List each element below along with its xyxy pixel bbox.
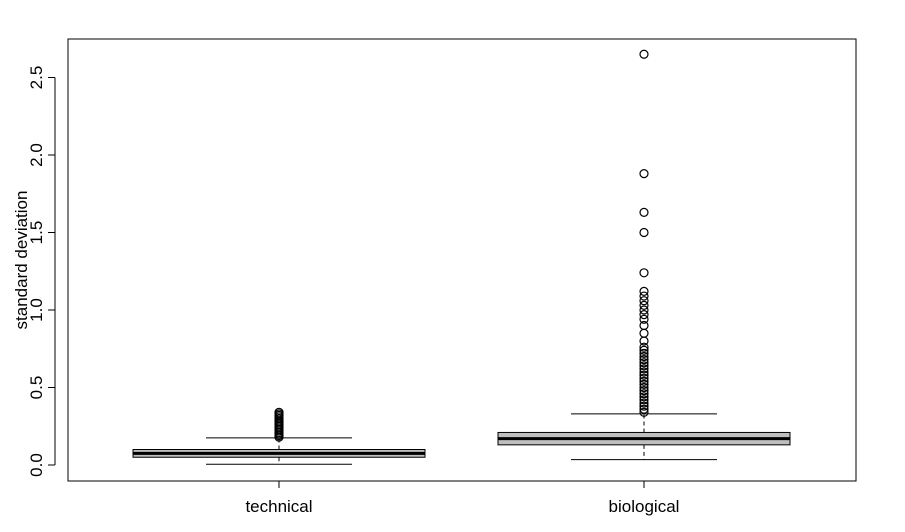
- outlier-point: [639, 376, 649, 386]
- y-tick-label: 1.0: [27, 298, 46, 322]
- x-axis: technical biological: [245, 480, 680, 516]
- outlier-point: [639, 404, 649, 414]
- outlier-point: [639, 305, 649, 315]
- outlier-point: [639, 348, 649, 358]
- boxes-layer: [132, 49, 791, 465]
- y-tick-label: 2.5: [27, 66, 46, 90]
- outlier-point: [639, 389, 649, 399]
- outlier-point: [639, 342, 649, 352]
- outlier-point: [639, 386, 649, 396]
- y-tick-label: 2.0: [27, 143, 46, 167]
- outlier-point: [639, 291, 649, 301]
- outlier-point: [639, 392, 649, 402]
- outlier-point: [639, 379, 649, 389]
- outlier-point: [639, 401, 649, 411]
- outlier-point: [639, 268, 649, 278]
- plot-frame: [67, 38, 857, 482]
- outlier-point: [639, 358, 649, 368]
- outlier-point: [639, 370, 649, 380]
- outlier-point: [639, 373, 649, 383]
- outlier-point: [639, 300, 649, 310]
- y-axis: 0.0 0.5 1.0 1.5 2.0 2.5: [27, 66, 56, 477]
- outlier-point: [639, 310, 649, 320]
- outlier-point: [639, 398, 649, 408]
- outlier-point: [639, 345, 649, 355]
- outlier-point: [639, 296, 649, 306]
- outlier-point: [639, 364, 649, 374]
- outlier-point: [639, 355, 649, 365]
- box-biological: [497, 49, 791, 461]
- outlier-point: [639, 382, 649, 393]
- y-axis-label: standard deviation: [12, 191, 31, 330]
- outlier-point: [639, 286, 649, 296]
- outlier-point: [639, 367, 649, 377]
- x-tick-label-biological: biological: [609, 497, 680, 516]
- outlier-point: [639, 361, 649, 371]
- outlier-point: [639, 320, 649, 331]
- outlier-point: [639, 395, 649, 405]
- y-tick-label: 0.0: [27, 453, 46, 477]
- outlier-point: [639, 351, 649, 362]
- outlier-point: [639, 314, 649, 324]
- outlier-point: [639, 207, 649, 217]
- outlier-point: [639, 49, 649, 59]
- outlier-point: [274, 407, 284, 417]
- x-tick-label-technical: technical: [245, 497, 312, 516]
- box-technical: [132, 407, 426, 465]
- outlier-point: [639, 328, 649, 338]
- outlier-point: [639, 227, 649, 238]
- outlier-point: [639, 169, 649, 179]
- outlier-point: [639, 407, 649, 417]
- y-tick-label: 1.5: [27, 221, 46, 245]
- y-tick-label: 0.5: [27, 376, 46, 400]
